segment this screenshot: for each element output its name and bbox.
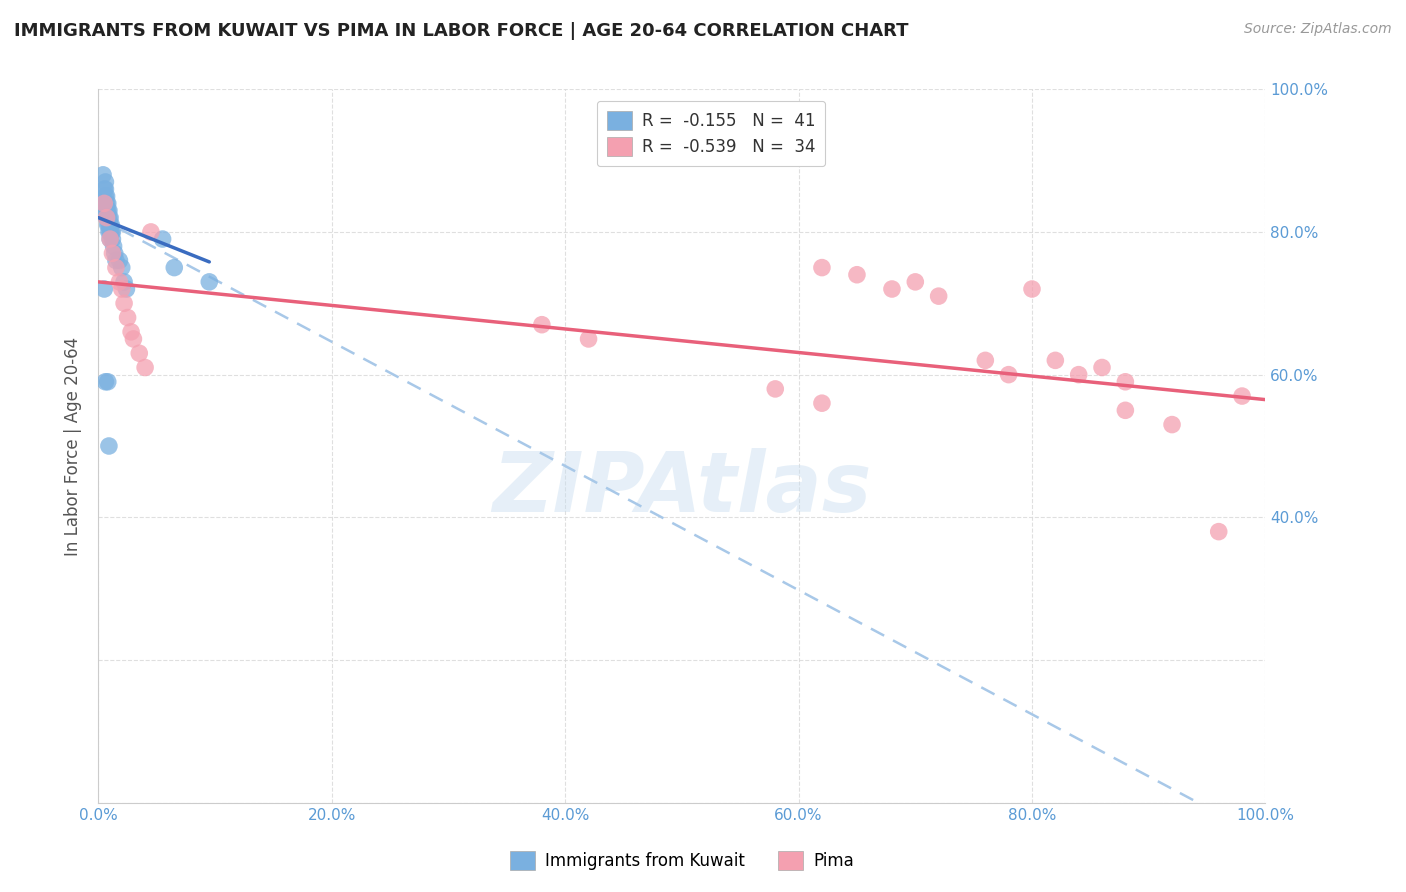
Point [134,360,156,375]
Point [112,296,135,310]
Point [97,225,120,239]
Point [974,353,997,368]
Point [101,225,124,239]
Point [1114,403,1136,417]
Point [96,203,118,218]
Point [104,253,127,268]
Point [98,218,121,232]
Point [880,282,903,296]
Point [94,375,117,389]
Point [928,289,950,303]
Point [96,189,118,203]
Point [1230,389,1253,403]
Point [98,232,121,246]
Point [97,203,120,218]
Point [108,253,131,268]
Point [152,232,174,246]
Point [846,268,869,282]
Point [93,196,115,211]
Point [91,168,114,182]
Point [97,211,120,225]
Text: IMMIGRANTS FROM KUWAIT VS PIMA IN LABOR FORCE | AGE 20-64 CORRELATION CHART: IMMIGRANTS FROM KUWAIT VS PIMA IN LABOR … [14,22,908,40]
Point [117,310,139,325]
Point [104,246,127,260]
Point [120,325,142,339]
Point [94,182,117,196]
Point [100,225,122,239]
Point [530,318,553,332]
Point [97,375,120,389]
Point [94,189,117,203]
Point [97,203,120,218]
Point [139,225,162,239]
Point [163,260,186,275]
Point [1114,375,1136,389]
Text: Source: ZipAtlas.com: Source: ZipAtlas.com [1244,22,1392,37]
Point [1208,524,1230,539]
Point [93,282,115,296]
Point [97,218,120,232]
Point [115,282,138,296]
Point [97,439,120,453]
Point [198,275,221,289]
Point [997,368,1019,382]
Point [763,382,786,396]
Point [904,275,927,289]
Point [96,196,118,211]
Point [128,346,150,360]
Point [93,182,115,196]
Point [108,275,131,289]
Point [1021,282,1043,296]
Point [96,211,118,225]
Point [98,232,121,246]
Point [1067,368,1090,382]
Point [104,260,127,275]
Point [98,211,121,225]
Point [101,246,124,260]
Point [811,260,834,275]
Point [100,218,122,232]
Point [101,232,124,246]
Point [97,196,120,211]
Point [94,175,117,189]
Point [112,275,135,289]
Point [98,225,121,239]
Point [97,218,120,232]
Y-axis label: In Labor Force | Age 20-64: In Labor Force | Age 20-64 [65,336,83,556]
Point [97,211,120,225]
Point [94,203,117,218]
Point [93,196,115,211]
Point [1045,353,1067,368]
Point [1161,417,1184,432]
Text: ZIPAtlas: ZIPAtlas [492,449,872,529]
Point [122,332,145,346]
Point [103,239,125,253]
Point [578,332,600,346]
Point [96,211,118,225]
Legend: Immigrants from Kuwait, Pima: Immigrants from Kuwait, Pima [503,844,860,877]
Point [1091,360,1114,375]
Point [111,260,134,275]
Point [111,282,134,296]
Point [811,396,834,410]
